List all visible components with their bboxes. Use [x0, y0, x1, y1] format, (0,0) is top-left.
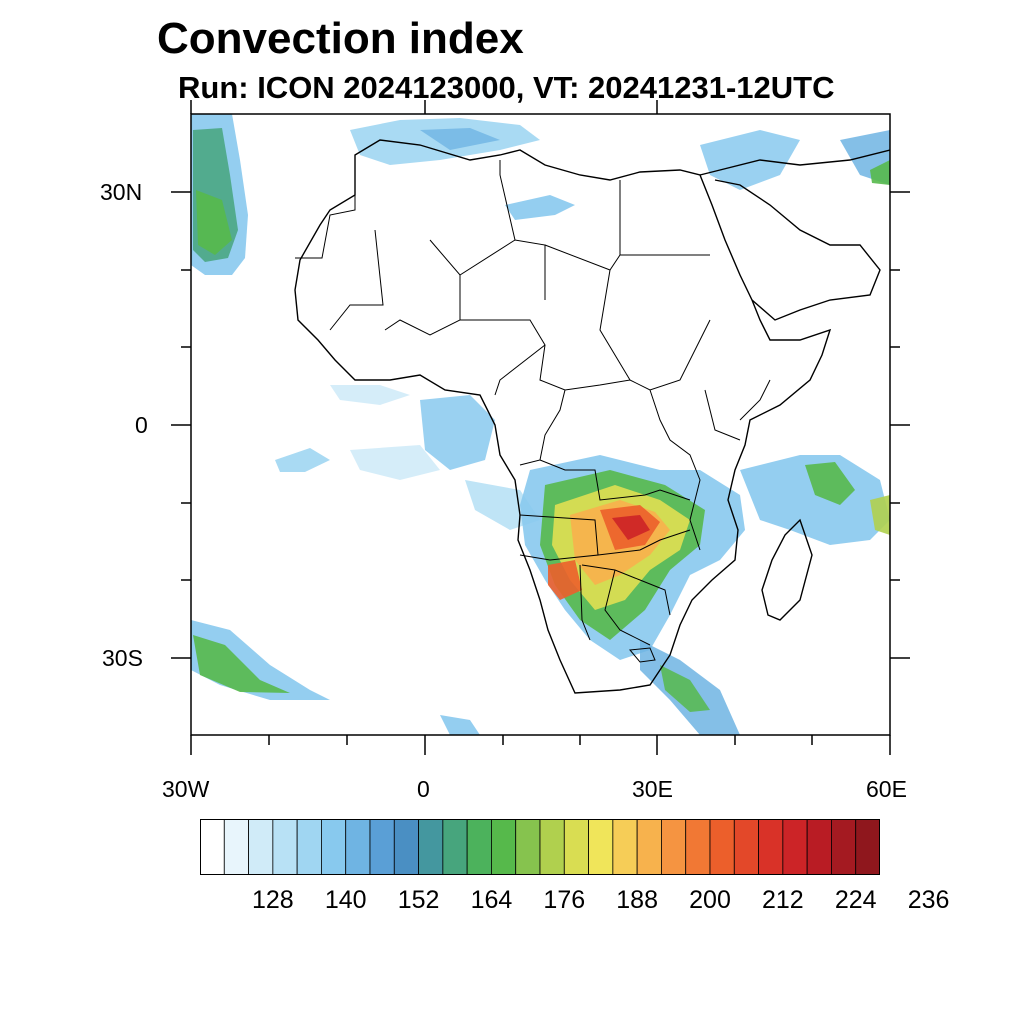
colorbar-swatch	[272, 819, 298, 875]
colorbar-label: 176	[543, 886, 586, 914]
colorbar-swatch	[515, 819, 541, 875]
map-title: Convection index	[157, 14, 524, 63]
colorbar-swatch	[831, 819, 857, 875]
x-tick-label: 60E	[866, 776, 907, 802]
colorbar-swatch	[248, 819, 274, 875]
colorbar-swatch	[369, 819, 395, 875]
colorbar-swatch	[200, 819, 225, 875]
y-tick-label: 30S	[102, 645, 143, 671]
colorbar-swatch	[709, 819, 735, 875]
colorbar-swatch	[442, 819, 468, 875]
colorbar-swatch	[491, 819, 517, 875]
colorbar-swatch	[855, 819, 880, 875]
country-borders	[295, 160, 771, 663]
map-background	[191, 114, 890, 735]
colorbar-label: 164	[470, 886, 513, 914]
colorbar-swatch	[345, 819, 371, 875]
colorbar-swatch	[539, 819, 565, 875]
colorbar-swatch	[806, 819, 832, 875]
colorbar-swatch	[733, 819, 759, 875]
colorbar-swatch	[636, 819, 662, 875]
colorbar-label: 188	[616, 886, 658, 914]
x-tick-label: 0	[417, 776, 430, 802]
x-tick-label: 30W	[162, 776, 210, 802]
colorbar-frame	[200, 819, 880, 875]
colorbar-swatch	[782, 819, 808, 875]
colorbar-swatch	[588, 819, 614, 875]
x-tick-label: 30E	[632, 776, 673, 802]
colorbar-label: 200	[689, 886, 731, 914]
colorbar-swatch	[466, 819, 492, 875]
coastlines	[294, 139, 890, 694]
colorbar-label: 140	[324, 886, 367, 914]
colorbar-swatch	[393, 819, 419, 875]
colorbar-swatch	[223, 819, 249, 875]
colorbar-swatch	[612, 819, 638, 875]
y-tick-label: 30N	[100, 179, 143, 205]
colorbar-swatch	[418, 819, 444, 875]
map-subtitle: Run: ICON 2024123000, VT: 20241231-12UTC	[178, 70, 835, 105]
colorbar-label: 152	[397, 886, 440, 914]
y-tick-label: 0	[135, 412, 148, 438]
colorbar-label: 212	[761, 886, 804, 914]
colorbar	[200, 819, 880, 875]
colorbar-swatch	[758, 819, 784, 875]
colorbar-label: 128	[251, 886, 294, 914]
colorbar-label: 224	[834, 886, 877, 914]
colorbar-swatch	[685, 819, 711, 875]
colorbar-swatch	[661, 819, 687, 875]
colorbar-swatch	[296, 819, 322, 875]
colorbar-label: 236	[907, 886, 950, 914]
colorbar-swatch	[563, 819, 589, 875]
axis-ticks	[171, 100, 910, 755]
colorbar-swatch	[321, 819, 347, 875]
